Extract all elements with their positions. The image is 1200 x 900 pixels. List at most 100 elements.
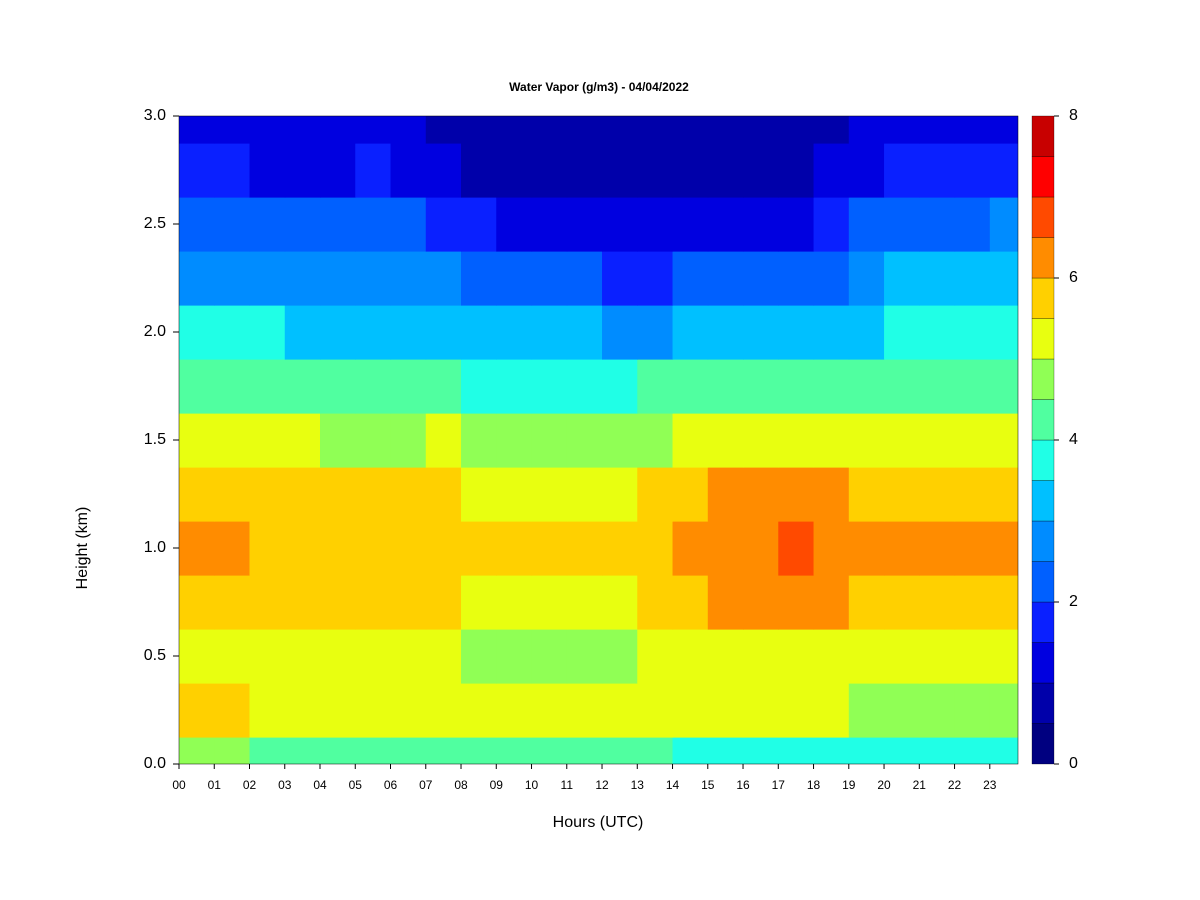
heatmap-cell [989, 143, 1018, 198]
heatmap-cell [743, 197, 779, 252]
heatmap-cell [743, 305, 779, 360]
heatmap-cell [637, 413, 674, 468]
heatmap-cell [672, 143, 709, 198]
heatmap-cell [672, 305, 709, 360]
heatmap-cell [179, 251, 215, 306]
heatmap-cell [813, 305, 850, 360]
colorbar-segment [1031, 642, 1055, 684]
colorbar-segment [1031, 399, 1055, 441]
heatmap-cell [884, 359, 920, 414]
heatmap-cell [531, 305, 568, 360]
heatmap-cell [355, 629, 392, 684]
heatmap-cell [637, 683, 674, 738]
heatmap-cell [214, 305, 251, 360]
heatmap-cell [425, 521, 462, 576]
heatmap-cell [954, 116, 991, 144]
heatmap-cell [707, 521, 744, 576]
heatmap-cell [919, 683, 956, 738]
x-tick-label: 16 [736, 778, 750, 792]
heatmap-cell [954, 251, 991, 306]
heatmap-cell [320, 143, 356, 198]
x-tick-label: 22 [948, 778, 962, 792]
heatmap-cell [496, 251, 533, 306]
y-tick-label: 2.5 [144, 215, 166, 232]
x-tick-label: 07 [419, 778, 433, 792]
heatmap-cell [778, 116, 815, 144]
y-tick-label: 2.0 [144, 323, 166, 340]
heatmap-cell [989, 575, 1018, 630]
heatmap-cell [531, 359, 568, 414]
heatmap-cell [778, 197, 815, 252]
heatmap-cell [425, 197, 462, 252]
heatmap-cell [743, 521, 779, 576]
heatmap-cell [461, 575, 497, 630]
heatmap-cell [743, 575, 779, 630]
colorbar-segment [1031, 277, 1055, 319]
heatmap-cell [919, 737, 956, 764]
heatmap-cell [390, 467, 427, 522]
heatmap-cell [778, 737, 815, 764]
colorbar-tick-label: 4 [1069, 431, 1078, 448]
heatmap-cell [390, 251, 427, 306]
x-tick-label: 08 [454, 778, 468, 792]
heatmap-cell [284, 116, 321, 144]
heatmap-cell [284, 143, 321, 198]
heatmap-cell [496, 197, 533, 252]
heatmap-cell [743, 143, 779, 198]
heatmap-cell [425, 116, 462, 144]
heatmap-cell [355, 251, 392, 306]
heatmap-cell [778, 467, 815, 522]
heatmap-cell [813, 197, 850, 252]
heatmap-cell [355, 197, 392, 252]
heatmap-cell [707, 683, 744, 738]
heatmap-cell [461, 737, 497, 764]
heatmap-cell [531, 251, 568, 306]
heatmap-cell [461, 359, 497, 414]
heatmap-cell [884, 305, 920, 360]
heatmap-cell [954, 629, 991, 684]
heatmap-cell [813, 116, 850, 144]
x-tick-label: 03 [278, 778, 292, 792]
heatmap-cell [954, 467, 991, 522]
heatmap-cell [989, 305, 1018, 360]
heatmap-cell [179, 467, 215, 522]
heatmap-cell [179, 143, 215, 198]
heatmap-cell [602, 251, 638, 306]
heatmap-cell [390, 143, 427, 198]
heatmap-cell [672, 197, 709, 252]
x-tick-label: 12 [595, 778, 609, 792]
x-tick-label: 00 [172, 778, 186, 792]
heatmap-cell [214, 413, 251, 468]
heatmap-cell [919, 467, 956, 522]
heatmap-cell [813, 575, 850, 630]
heatmap-cell [848, 359, 885, 414]
heatmap-cell [425, 737, 462, 764]
heatmap-cell [637, 143, 674, 198]
colorbar-segment [1031, 723, 1055, 765]
heatmap-cell [496, 359, 533, 414]
colorbar-segment [1031, 115, 1055, 157]
heatmap-cell [813, 359, 850, 414]
heatmap-cell [461, 305, 497, 360]
x-tick-label: 09 [490, 778, 504, 792]
colorbar-segment [1031, 156, 1055, 198]
heatmap-cell [637, 251, 674, 306]
heatmap-cell [566, 251, 603, 306]
heatmap-cell [743, 413, 779, 468]
heatmap-cell [531, 575, 568, 630]
heatmap-cell [637, 359, 674, 414]
heatmap-cell [566, 116, 603, 144]
heatmap-cell [390, 629, 427, 684]
heatmap [179, 116, 1018, 764]
heatmap-cell [531, 737, 568, 764]
heatmap-cell [425, 683, 462, 738]
heatmap-cell [919, 359, 956, 414]
heatmap-cell [566, 575, 603, 630]
heatmap-cell [954, 521, 991, 576]
heatmap-cell [531, 197, 568, 252]
heatmap-cell [884, 683, 920, 738]
heatmap-cell [778, 575, 815, 630]
heatmap-cell [707, 197, 744, 252]
heatmap-cell [284, 197, 321, 252]
